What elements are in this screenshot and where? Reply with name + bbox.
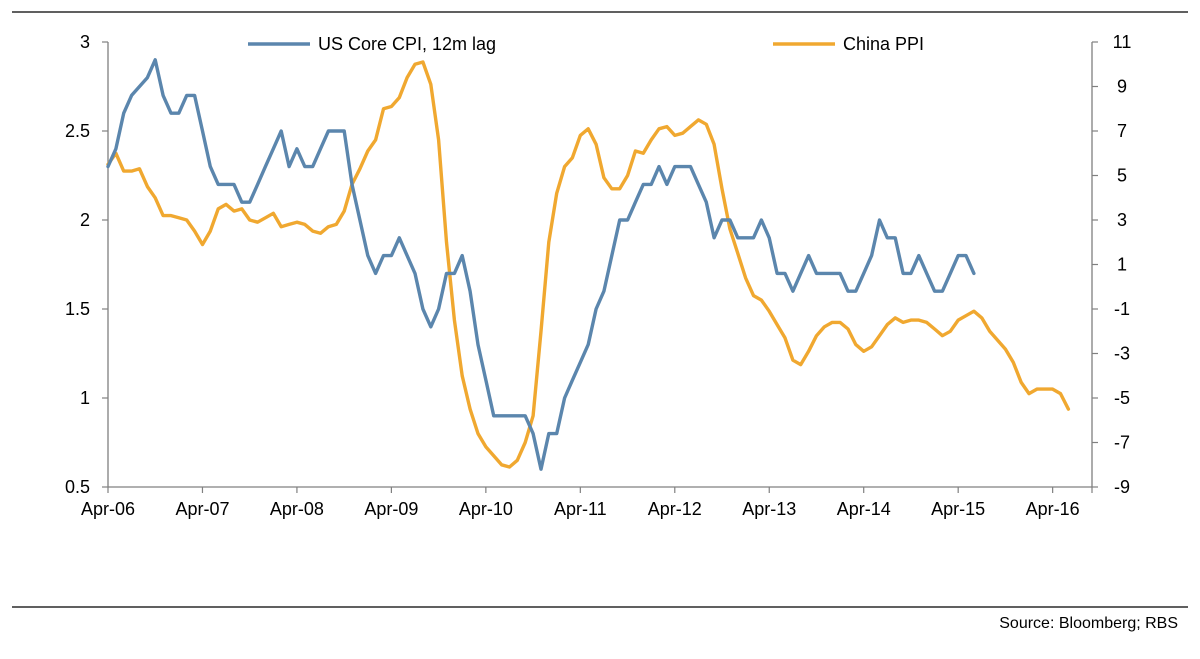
x-tick-label: Apr-08 xyxy=(270,499,324,519)
legend-item-us-core-cpi: US Core CPI, 12m lag xyxy=(248,34,496,54)
left-tick-label: 0.5 xyxy=(65,477,90,497)
x-tick-label: Apr-11 xyxy=(554,499,607,519)
x-tick-label: Apr-07 xyxy=(175,499,229,519)
x-tick-label: Apr-12 xyxy=(648,499,702,519)
right-tick-label: -9 xyxy=(1114,477,1130,497)
right-tick-label: 3 xyxy=(1117,210,1127,230)
x-tick-label: Apr-09 xyxy=(364,499,418,519)
right-tick-label: -7 xyxy=(1114,433,1130,453)
legend-label: China PPI xyxy=(843,34,924,54)
left-tick-label: 1 xyxy=(80,388,90,408)
series-line-china-ppi xyxy=(106,60,1071,469)
x-tick-label: Apr-15 xyxy=(931,499,985,519)
right-tick-label: 5 xyxy=(1117,166,1127,186)
axes: 0.5 1 1.5 2 2.5 3 -9 -7 -5 -3 -1 1 3 5 7 9 11 Apr-06 Apr-0… xyxy=(65,32,1131,519)
x-tick-label: Apr-16 xyxy=(1026,499,1080,519)
right-tick-label: 7 xyxy=(1117,121,1127,141)
source-note: Source: Bloomberg; RBS xyxy=(999,615,1178,632)
x-tick-label: Apr-10 xyxy=(459,499,513,519)
x-tick-label: Apr-06 xyxy=(81,499,135,519)
series-line-us-core-cpi xyxy=(106,58,976,471)
x-tick-label: Apr-14 xyxy=(837,499,891,519)
legend: US Core CPI, 12m lag China PPI xyxy=(248,34,924,54)
left-tick-label: 1.5 xyxy=(65,299,90,319)
right-tick-label: 11 xyxy=(1113,32,1132,52)
right-tick-label: 1 xyxy=(1117,255,1127,275)
legend-label: US Core CPI, 12m lag xyxy=(318,34,496,54)
legend-item-china-ppi: China PPI xyxy=(773,34,924,54)
series-layer xyxy=(106,58,1071,471)
right-tick-label: -1 xyxy=(1114,299,1130,319)
right-tick-label: -5 xyxy=(1114,388,1130,408)
left-tick-label: 2.5 xyxy=(65,121,90,141)
right-tick-label: 9 xyxy=(1117,77,1127,97)
left-tick-label: 3 xyxy=(80,32,90,52)
x-tick-label: Apr-13 xyxy=(742,499,796,519)
left-tick-label: 2 xyxy=(80,210,90,230)
right-tick-label: -3 xyxy=(1114,344,1130,364)
